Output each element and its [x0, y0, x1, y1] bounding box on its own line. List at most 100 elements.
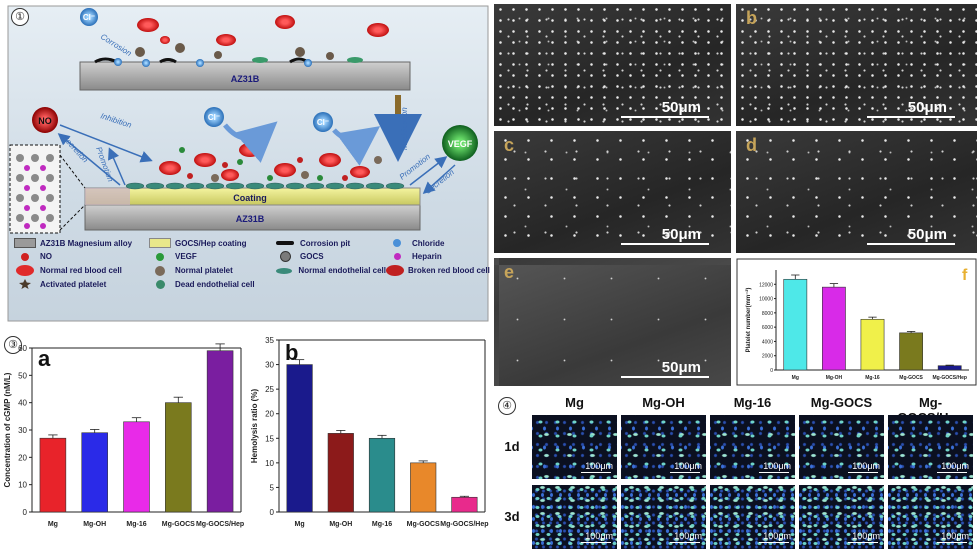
bar [39, 437, 67, 513]
bar [206, 350, 234, 513]
sem-image-c: c 50μm [494, 131, 731, 253]
bar [899, 332, 923, 371]
no-icon [32, 107, 58, 133]
scale-bar [670, 472, 700, 473]
scale-label: 100μm [585, 531, 613, 541]
scale-label: 100μm [852, 461, 880, 471]
cl-label-mid1: Cl⁻ [208, 113, 220, 122]
panel-number-3: ③ [4, 336, 22, 354]
x-tick-label: Mg-GOCS [162, 521, 195, 528]
cl-label-mid2: Cl⁻ [317, 118, 329, 127]
legend-label: Normal endothelial cell [298, 266, 386, 275]
fluorescence-image: 100μm [532, 415, 617, 479]
legend-label: Normal red blood cell [40, 266, 122, 275]
chloride-icon [386, 239, 408, 247]
y-tick-label: 35 [265, 336, 274, 345]
scale-label: 100μm [674, 461, 702, 471]
sem-letter-e: e [504, 262, 515, 282]
y-tick-label: 40 [18, 399, 27, 408]
x-tick-label: Mg-GOCS/Hep [196, 521, 244, 528]
scale-bar [937, 542, 967, 543]
bar [822, 286, 846, 371]
column-header: Mg-OH [642, 395, 685, 410]
x-tick-label: Mg [48, 521, 58, 528]
x-tick-label: Mg-16 [126, 521, 146, 528]
scale-label: 100μm [852, 531, 880, 541]
scale-label: 100μm [763, 461, 791, 471]
chloride-icon [204, 107, 224, 127]
top-substrate [79, 61, 411, 91]
scale-label: 50μm [907, 99, 947, 116]
legend-label: GOCS/Hep coating [175, 238, 247, 248]
sem-image-a: 50μm [494, 4, 731, 126]
panel-number-1: ① [11, 8, 29, 26]
vegf-icon [149, 252, 171, 261]
scale-bar [848, 472, 878, 473]
scale-label: 100μm [674, 531, 702, 541]
scale-label: 50μm [661, 359, 701, 376]
x-tick-label: Mg-OH [83, 521, 106, 528]
legend-item: VEGF [149, 251, 274, 262]
scale-bar [581, 472, 611, 473]
y-tick-label: 20 [18, 453, 27, 462]
sem-image-d: d 50μm [736, 131, 977, 253]
legend-item: Dead endothelial cell [149, 279, 274, 289]
legend-label: Corrosion pit [300, 238, 351, 248]
fluorescence-image: 100μm [532, 485, 617, 549]
sem-letter-c: c [504, 135, 515, 155]
fluorescence-image: 100μm [621, 485, 706, 549]
row-header: 3d [504, 509, 520, 524]
bar [286, 364, 313, 513]
modification-label: Modification [400, 107, 409, 150]
rbc-icon [14, 265, 36, 276]
legend-item: Normal endothelial cell [274, 265, 386, 276]
chart-letter: a [38, 346, 51, 371]
x-tick-label: Mg-OH [329, 521, 352, 528]
bar [123, 421, 150, 513]
bar [783, 278, 808, 371]
scale-label: 50μm [661, 99, 701, 116]
x-tick-label: Mg-16 [372, 521, 392, 528]
platelet-icon [149, 265, 171, 276]
legend-item: AZ31B Magnesium alloy [14, 238, 149, 248]
brokenrbc-icon [386, 265, 404, 276]
fluorescence-image: 100μm [799, 415, 884, 479]
y-axis-label: Platelet number(mm⁻²) [745, 288, 752, 353]
legend-label: Dead endothelial cell [175, 279, 255, 289]
scale-bar [937, 472, 967, 473]
scale-label: 100μm [941, 461, 969, 471]
scale-bar [848, 542, 878, 543]
legend-label: Broken red blood cell [408, 266, 490, 275]
fluorescence-image: 100μm [621, 415, 706, 479]
x-tick-label: Mg-GOCS/Hep [440, 521, 488, 528]
y-tick-label: 0 [270, 508, 275, 517]
y-tick-label: 10 [18, 481, 27, 490]
no-label: NO [38, 116, 52, 126]
legend-item: Chloride [386, 238, 481, 248]
y-tick-label: 30 [18, 426, 27, 435]
fluorescence-image: 100μm [888, 415, 973, 479]
x-tick-label: Mg-OH [826, 375, 843, 381]
x-tick-label: Mg-16 [865, 375, 880, 381]
coating-icon [149, 238, 171, 248]
sem-image-b: b 50μm [736, 4, 977, 126]
legend-item: Heparin [386, 251, 481, 262]
y-tick-label: 0 [23, 508, 28, 517]
heparin-icon [386, 253, 408, 260]
fluorescence-image: 100μm [888, 485, 973, 549]
scale-label: 50μm [907, 226, 947, 243]
no-icon [14, 252, 36, 261]
bar [860, 318, 885, 371]
legend-label: Activated platelet [40, 279, 107, 289]
sem-letter-b: b [746, 8, 757, 28]
schematic-svg: AZ31B Cl⁻ Corrosion Modification AZ31B C… [7, 5, 489, 322]
panel-number-4: ④ [498, 397, 516, 415]
y-tick-label: 25 [265, 385, 274, 394]
y-tick-label: 4000 [762, 339, 773, 345]
column-header: Mg-GOCS [810, 395, 873, 410]
sem-letter-d: d [746, 135, 757, 155]
x-tick-label: Mg [792, 375, 799, 381]
bar [327, 433, 354, 513]
chloride-icon [80, 8, 98, 26]
